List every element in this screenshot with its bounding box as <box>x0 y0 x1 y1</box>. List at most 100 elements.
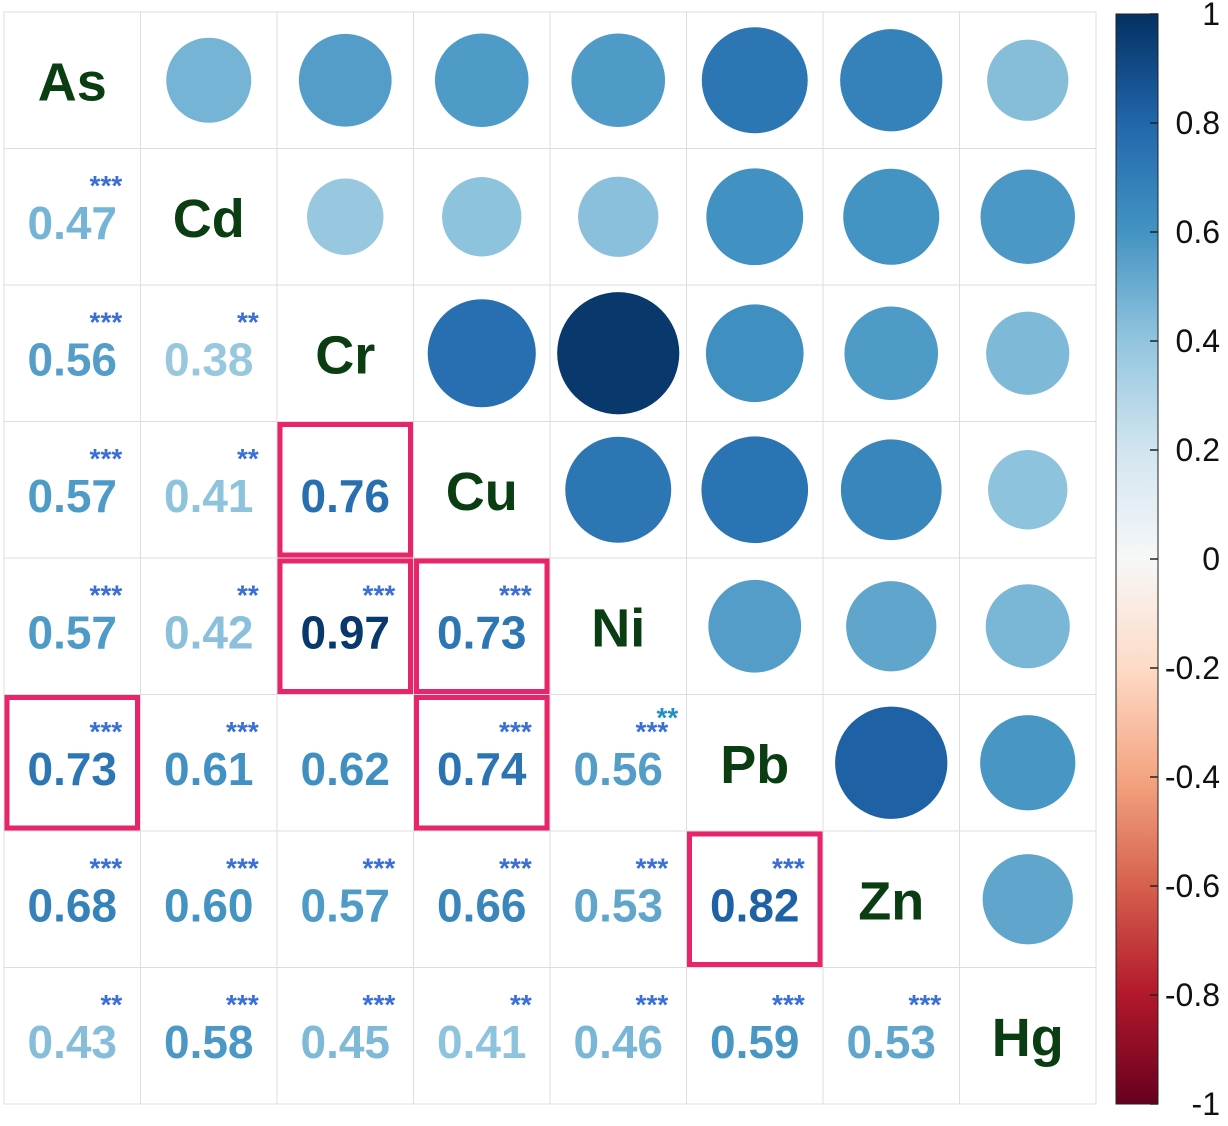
coefficient-label: 0.57 <box>27 606 117 658</box>
correlation-circle-Cd-Ni <box>578 176 659 257</box>
coefficient-label: 0.47 <box>27 197 117 249</box>
significance-stars: *** <box>226 716 259 747</box>
colorbar-tick-label: -1 <box>1192 1086 1220 1122</box>
significance-stars: *** <box>772 852 805 883</box>
coefficient-label: 0.58 <box>164 1016 254 1068</box>
highlight-box <box>277 558 413 694</box>
coefficient-label: 0.57 <box>27 470 117 522</box>
significance-stars: *** <box>226 852 259 883</box>
coefficient-label: 0.97 <box>300 606 390 658</box>
variable-label-As: As <box>38 52 107 112</box>
correlation-circle-As-Cu <box>434 33 529 128</box>
correlation-circle-Zn-Hg <box>982 854 1073 945</box>
highlight-box <box>4 695 140 831</box>
lower-triangle-coefficients: 0.47***0.56***0.38**0.57***0.41**0.760.5… <box>27 170 941 1068</box>
coefficient-label: 0.59 <box>710 1016 800 1068</box>
highlight-box <box>414 695 550 831</box>
correlation-circle-Cr-Pb <box>705 304 804 403</box>
variable-label-Cu: Cu <box>446 462 518 522</box>
correlation-circle-Cr-Ni <box>557 292 680 415</box>
significance-stars: *** <box>772 989 805 1020</box>
coefficient-label: 0.43 <box>27 1016 117 1068</box>
significance-stars: ** <box>237 579 259 610</box>
coefficient-label: 0.82 <box>710 879 800 931</box>
significance-stars: ** <box>237 306 259 337</box>
significance-stars: *** <box>90 852 123 883</box>
significance-stars: ** <box>237 443 259 474</box>
correlation-circle-Cu-Pb <box>701 436 809 544</box>
coefficient-label: 0.53 <box>573 879 663 931</box>
colorbar-tick-label: -0.8 <box>1165 977 1220 1013</box>
significance-stars: *** <box>636 852 669 883</box>
correlation-circle-As-Ni <box>571 33 666 128</box>
significance-stars: *** <box>363 579 396 610</box>
significance-stars: *** <box>90 170 123 201</box>
correlation-circle-Ni-Pb <box>708 579 802 673</box>
coefficient-label: 0.46 <box>573 1016 663 1068</box>
correlation-circle-As-Cd <box>166 37 252 123</box>
correlation-circle-Pb-Zn <box>835 706 948 819</box>
coefficient-label: 0.57 <box>300 879 390 931</box>
significance-stars: *** <box>363 989 396 1020</box>
variable-label-Pb: Pb <box>720 735 789 795</box>
correlation-circle-Cd-Zn <box>843 168 940 265</box>
coefficient-label: 0.41 <box>164 470 254 522</box>
coefficient-label: 0.53 <box>846 1016 936 1068</box>
variable-label-Zn: Zn <box>858 871 924 931</box>
coefficient-label: 0.42 <box>164 606 254 658</box>
coefficient-label: 0.73 <box>437 606 527 658</box>
correlation-circle-As-Zn <box>840 29 943 132</box>
colorbar-tick-label: 0.2 <box>1176 432 1220 468</box>
highlight-boxes <box>4 422 823 967</box>
colorbar-tick-label: 0.6 <box>1176 214 1220 250</box>
coefficient-label: 0.76 <box>300 470 390 522</box>
colorbar-tick-label: -0.6 <box>1165 868 1220 904</box>
coefficient-label: 0.62 <box>300 743 390 795</box>
coefficient-label: 0.38 <box>164 333 254 385</box>
correlation-circle-As-Cr <box>298 33 392 127</box>
significance-stars: *** <box>90 443 123 474</box>
correlation-circle-Cr-Zn <box>844 306 939 401</box>
variable-label-Cd: Cd <box>173 189 245 249</box>
correlation-circle-Cu-Zn <box>840 439 942 541</box>
variable-label-Hg: Hg <box>992 1008 1064 1068</box>
correlation-circle-Cd-Cu <box>442 177 522 257</box>
significance-stars: *** <box>226 989 259 1020</box>
correlation-circle-Cr-Cu <box>427 299 536 408</box>
coefficient-label: 0.68 <box>27 879 117 931</box>
upper-triangle-circles <box>166 27 1076 945</box>
highlight-box <box>687 831 823 967</box>
correlation-circle-Cr-Hg <box>986 311 1070 395</box>
significance-stars: *** <box>499 579 532 610</box>
colorbar-tick-label: -0.2 <box>1165 650 1220 686</box>
significance-stars: ** <box>510 989 532 1020</box>
colorbar-tick-label: 1 <box>1202 0 1220 32</box>
highlight-box <box>414 558 550 694</box>
coefficient-label: 0.56 <box>573 743 663 795</box>
coefficient-label: 0.41 <box>437 1016 527 1068</box>
matrix-grid <box>3 11 1097 1105</box>
correlation-circle-Cu-Hg <box>988 450 1068 530</box>
significance-stars: *** <box>636 716 669 747</box>
colorbar-tick-label: -0.4 <box>1165 759 1220 795</box>
correlation-circle-Cd-Cr <box>307 178 384 255</box>
variable-label-Ni: Ni <box>591 598 645 658</box>
colorbar-tick-label: 0 <box>1202 541 1220 577</box>
correlation-circle-Cu-Ni <box>565 436 672 543</box>
coefficient-label: 0.74 <box>437 743 527 795</box>
correlation-circle-Ni-Hg <box>985 584 1070 669</box>
coefficient-label: 0.60 <box>164 879 254 931</box>
significance-stars: *** <box>90 306 123 337</box>
significance-stars: *** <box>499 716 532 747</box>
highlight-box <box>277 422 413 558</box>
significance-stars: *** <box>90 579 123 610</box>
correlation-circle-Cd-Pb <box>706 168 804 266</box>
significance-stars: *** <box>499 852 532 883</box>
significance-stars-extra: ** <box>656 702 678 733</box>
variable-label-Cr: Cr <box>315 325 375 385</box>
diagonal-labels: As Cd Cr Cu Ni Pb Zn Hg <box>38 52 1064 1068</box>
significance-stars: *** <box>90 716 123 747</box>
colorbar: 1 0.8 0.6 0.4 0.2 0 -0.2 -0.4 -0.6 -0.8 -1 <box>1115 0 1220 1122</box>
coefficient-label: 0.56 <box>27 333 117 385</box>
